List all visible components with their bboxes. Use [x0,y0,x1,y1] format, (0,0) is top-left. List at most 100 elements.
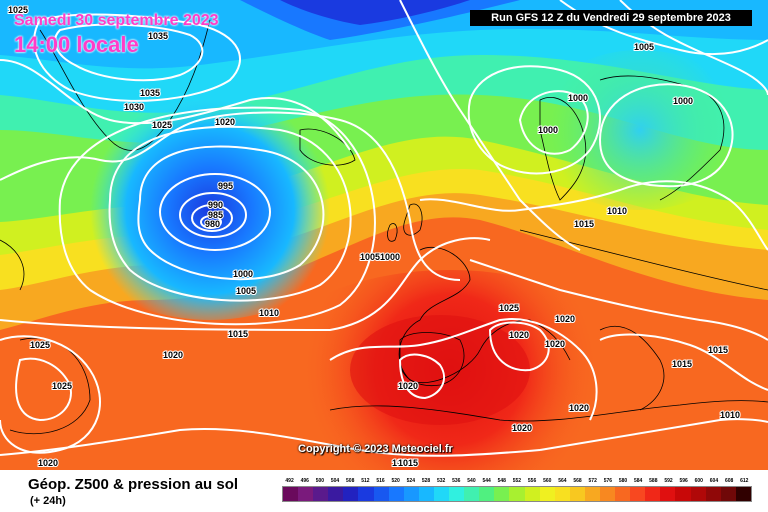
scale-value-label: 580 [618,478,628,484]
forecast-time: 14:00 locale [14,32,139,57]
scale-value-label: 504 [330,478,340,484]
scale-color-swatch [660,487,676,501]
scale-color-swatch [705,487,721,501]
isobar-pressure-label: 995 [218,181,233,191]
scale-color-swatch [494,487,510,501]
scale-value-label: 492 [285,478,294,484]
scale-color-swatch [524,487,540,501]
scale-color-swatch [690,487,706,501]
isobar-pressure-label: 1000 [380,252,400,262]
scale-color-swatch [373,487,389,501]
scale-value-label: 600 [694,478,703,484]
scale-value-label: 536 [452,478,461,484]
scale-value-label: 568 [573,478,582,484]
isobar-pressure-label: 1005 [236,286,256,296]
isobar-pressure-label: 1000 [538,125,558,135]
isobar-pressure-label: 980 [205,219,220,229]
isobar-pressure-label: 1015 [574,219,594,229]
run-info-banner: Run GFS 12 Z du Vendredi 29 septembre 20… [470,10,752,26]
isobar-pressure-label: 1020 [215,117,235,127]
isobar-pressure-label: 1005 [236,286,256,296]
color-scale-labels: 492 496 500 504 508 512 516 520 524 528 532 536 540 5… [282,478,752,484]
scale-color-swatch [599,487,616,501]
isobar-pressure-label: 1015 [672,359,692,369]
isobar-pressure-label: 1010 [720,410,740,420]
scale-color-swatch [449,487,465,501]
isobar-pressure-label: 1020 [569,403,589,413]
scale-color-swatch [554,487,570,501]
scale-color-swatch [343,487,359,501]
scale-value-label: 592 [664,478,673,484]
scale-value-label: 576 [603,478,613,484]
scale-value-label: 516 [376,478,385,484]
scale-value-label: 508 [346,478,355,484]
isobar-pressure-label: 1020 [555,314,575,324]
isobar-pressure-label: 1000 [233,269,253,279]
isobar-pressure-label: 1025 [52,381,72,391]
isobar-pressure-label: 1025 [30,340,50,350]
scale-color-swatch [645,487,661,501]
scale-value-label: 524 [406,478,415,484]
isobar-pressure-label: 1025 [499,303,519,313]
scale-color-swatch [328,487,344,501]
legend-title: Géop. Z500 & pression au sol [28,476,239,493]
legend-subtitle: (+ 24h) [30,495,66,507]
geopotential-shading [0,0,768,470]
scale-color-swatch [735,487,751,501]
scale-color-swatch [720,487,736,501]
isobar-pressure-label: 1010 [607,206,627,216]
isobar-pressure-label: 1000 [568,93,588,103]
scale-value-label: 544 [482,478,491,484]
scale-value-label: 596 [679,478,688,484]
scale-color-swatch [433,487,450,501]
scale-color-swatch [569,487,585,501]
scale-value-label: 500 [315,478,325,484]
scale-color-swatch [630,487,646,501]
isobar-pressure-label: 990 [208,200,223,210]
isobar-pressure-label: 1020 [392,458,412,468]
color-scale: 492 496 500 504 508 512 516 520 524 528 532 536 540 5… [282,478,752,502]
isobar-pressure-label: 1020 [163,350,183,360]
isobar-pressure-label: 1000 [673,96,693,106]
forecast-date: Samedi 30 septembre 2023 [14,12,219,29]
scale-value-label: 608 [724,478,734,484]
scale-color-swatch [509,487,525,501]
scale-color-swatch [313,487,329,501]
scale-value-label: 572 [588,478,597,484]
scale-value-label: 496 [300,478,309,484]
scale-value-label: 584 [634,478,643,484]
scale-value-label: 532 [436,478,446,484]
scale-color-swatch [584,487,600,501]
isobar-pressure-label: 1025 [8,5,28,15]
isobar-pressure-label: 1030 [124,102,144,112]
isobar-pressure-label: 1020 [398,381,418,391]
scale-color-swatch [418,487,434,501]
scale-value-label: 560 [543,478,552,484]
scale-value-label: 588 [649,478,658,484]
scale-color-swatch [675,487,691,501]
scale-color-swatch [298,487,314,501]
copyright-text: Copyright © 2023 Meteociel.fr [298,443,453,455]
isobar-pressure-label: 1020 [38,458,58,468]
isobar-pressure-label: 1020 [545,339,565,349]
isobar-pressure-label: 1005 [360,252,380,262]
scale-value-label: 604 [709,478,719,484]
scale-value-label: 556 [527,478,537,484]
isobar-pressure-label: 1020 [512,423,532,433]
scale-color-swatch [403,487,419,501]
scale-value-label: 612 [740,478,749,484]
isobar-pressure-label: 1005 [634,42,654,52]
isobar-pressure-label: 1020 [509,330,529,340]
isobar-pressure-label: 1025 [152,120,172,130]
isobar-pressure-label: 1015 [708,345,728,355]
scale-value-label: 548 [497,478,506,484]
isobar-pressure-label: 1035 [148,31,168,41]
scale-color-swatch [615,487,631,501]
legend-panel: Géop. Z500 & pression au sol (+ 24h) 492… [0,470,768,512]
scale-color-swatch [388,487,404,501]
scale-value-label: 540 [467,478,476,484]
color-scale-bar [282,486,752,502]
